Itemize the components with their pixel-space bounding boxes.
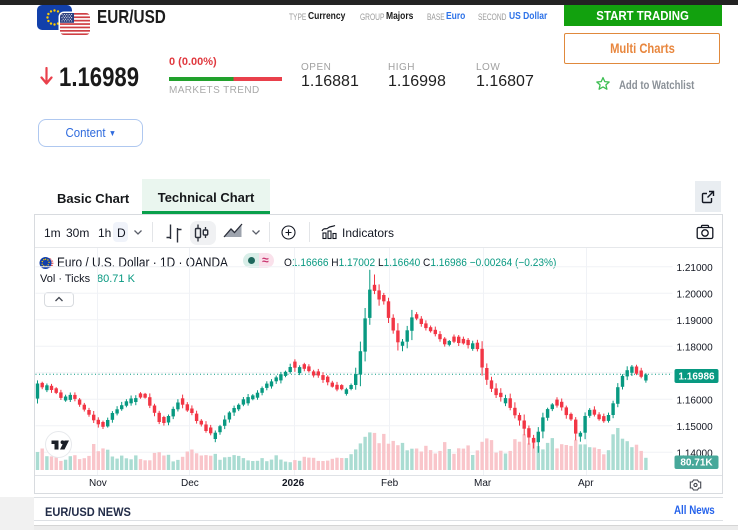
svg-text:1.14000: 1.14000 (676, 449, 713, 460)
svg-text:80.71K: 80.71K (680, 458, 713, 469)
svg-text:1.18000: 1.18000 (676, 343, 713, 354)
svg-text:1.19000: 1.19000 (676, 316, 713, 327)
svg-text:1.16986: 1.16986 (678, 372, 715, 383)
svg-text:1.15000: 1.15000 (676, 422, 713, 433)
svg-text:1.20000: 1.20000 (676, 290, 713, 301)
svg-text:1.16000: 1.16000 (676, 396, 713, 407)
svg-text:1.21000: 1.21000 (676, 263, 713, 274)
